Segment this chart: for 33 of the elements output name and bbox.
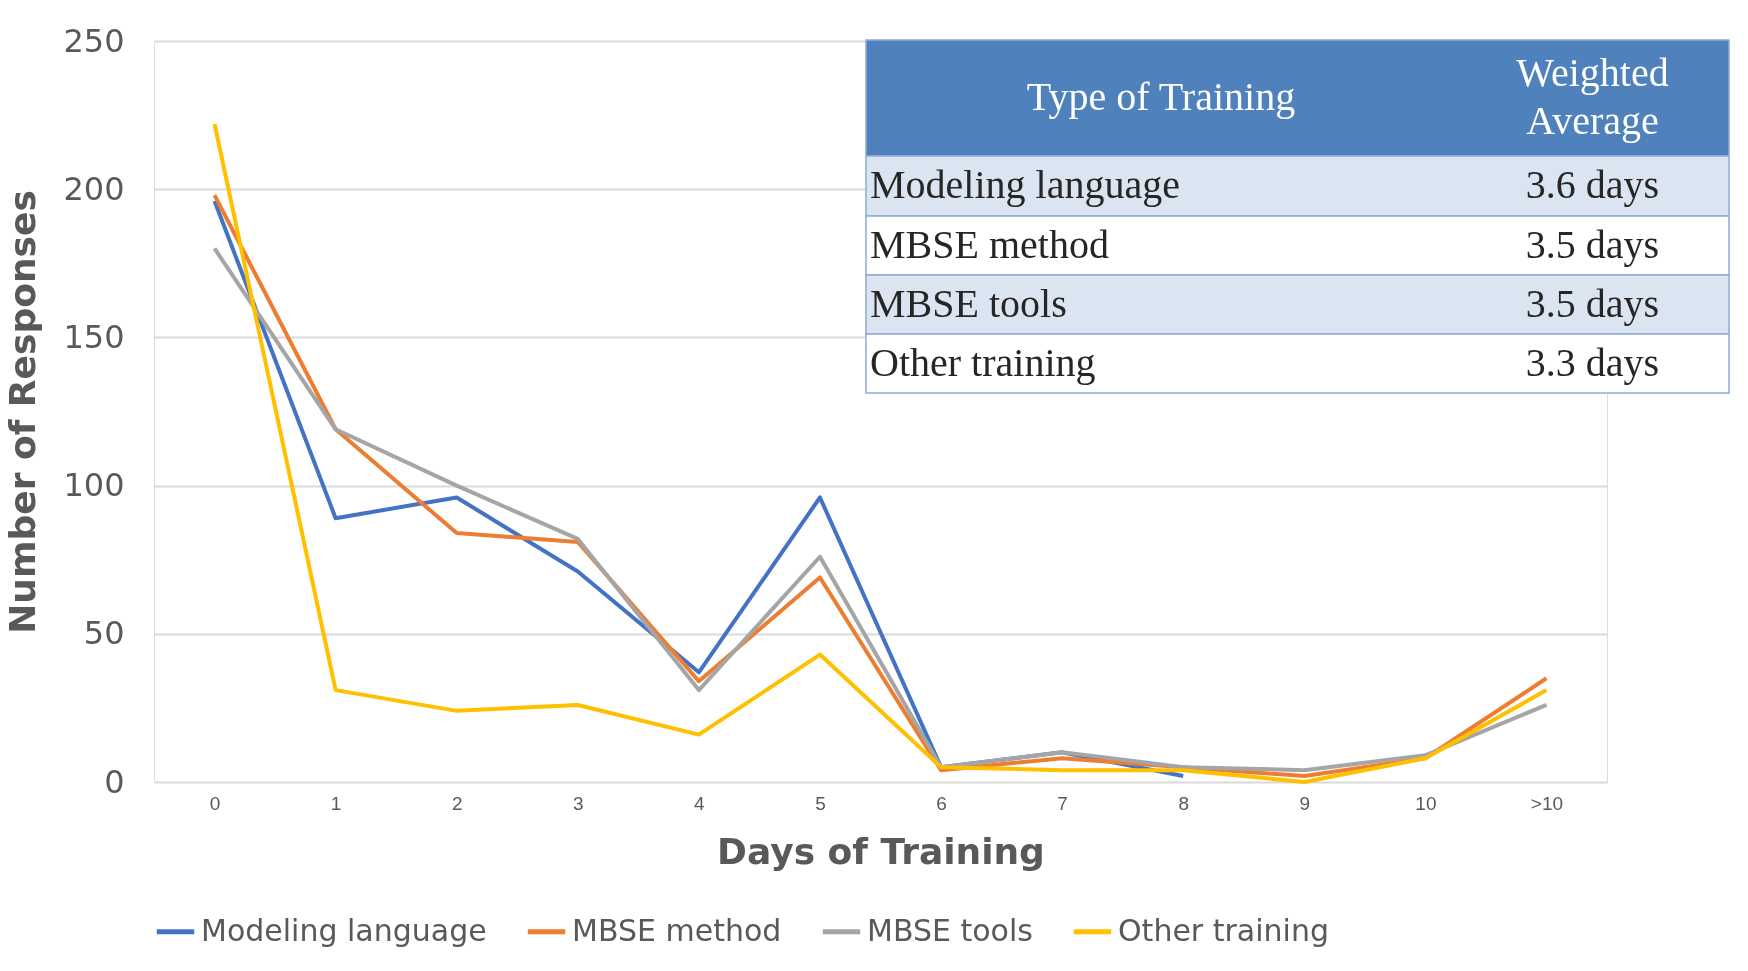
y-tick-label: 50	[83, 614, 125, 653]
annotation: Modeling language	[870, 162, 1180, 207]
y-tick-label: 100	[63, 466, 125, 505]
legend-label: MBSE method	[572, 912, 782, 948]
x-tick-label: 3	[573, 792, 584, 814]
x-tick-label: 5	[815, 792, 826, 814]
annotation: 3.3 days	[1525, 339, 1660, 385]
x-tick-label: 6	[936, 792, 947, 814]
x-tick-label: 10	[1415, 792, 1437, 814]
annotation: 3.6 days	[1525, 162, 1660, 207]
x-tick-label: 7	[1057, 792, 1068, 814]
y-tick-label: 150	[63, 317, 125, 356]
annotation: Weighted Average	[1516, 50, 1669, 143]
legend-label: Other training	[1118, 912, 1329, 948]
annotation: 3.5 days	[1525, 280, 1660, 326]
x-tick-label: 2	[451, 792, 463, 814]
annotation: Other training	[870, 339, 1096, 385]
x-tick-label: 0	[209, 792, 221, 814]
x-tick-label: >10	[1530, 792, 1564, 814]
x-axis-title: Days of Training	[717, 830, 1045, 872]
annotation: MBSE method	[870, 221, 1109, 267]
legend-label: Modeling language	[201, 912, 487, 948]
annotation: MBSE tools	[870, 280, 1067, 326]
annotation: Type of Training	[1026, 74, 1296, 119]
x-tick-label: 8	[1178, 792, 1189, 814]
x-tick-label: 4	[694, 792, 706, 814]
legend-label: MBSE tools	[867, 912, 1033, 948]
y-tick-label: 250	[63, 21, 125, 60]
y-axis-title: Number of Responses	[2, 190, 44, 634]
x-tick-label: 9	[1299, 792, 1311, 814]
y-tick-label: 200	[63, 169, 125, 208]
annotation: 3.5 days	[1525, 221, 1660, 267]
x-tick-label: 1	[330, 792, 342, 814]
